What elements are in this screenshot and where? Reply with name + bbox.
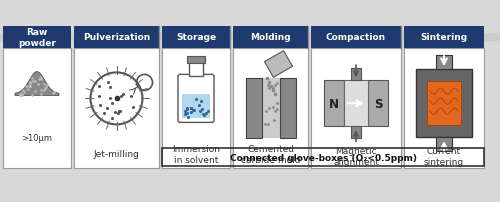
Bar — [404, 27, 484, 49]
Bar — [436, 56, 452, 70]
Bar — [74, 49, 159, 168]
Polygon shape — [264, 52, 292, 78]
Bar — [233, 49, 308, 168]
Bar — [246, 79, 262, 138]
Text: Pulverization: Pulverization — [83, 33, 150, 42]
FancyBboxPatch shape — [178, 75, 214, 123]
Polygon shape — [15, 72, 59, 96]
Text: Cemented
carbide mold: Cemented carbide mold — [241, 144, 300, 164]
Text: Magnetic
alignment: Magnetic alignment — [333, 146, 379, 166]
Bar — [351, 127, 361, 139]
Bar — [0, 34, 500, 42]
Bar — [324, 81, 344, 127]
Text: N: N — [329, 97, 339, 110]
Text: >10μm: >10μm — [22, 134, 52, 143]
Text: Sintering: Sintering — [420, 33, 468, 42]
Text: Immersion
in solvent: Immersion in solvent — [172, 144, 220, 164]
Bar — [262, 79, 280, 138]
Bar — [187, 57, 205, 64]
Bar — [436, 138, 452, 152]
Text: Jet-milling: Jet-milling — [94, 149, 140, 158]
Text: Raw
powder: Raw powder — [18, 28, 56, 47]
Text: Storage: Storage — [176, 33, 216, 42]
Bar — [162, 148, 484, 166]
Text: Current
sintering: Current sintering — [424, 146, 464, 166]
Bar — [162, 49, 230, 168]
Text: S: S — [374, 97, 382, 110]
Bar — [74, 27, 159, 49]
Bar — [162, 27, 230, 49]
Bar — [233, 27, 308, 49]
Bar — [427, 82, 461, 126]
Bar — [280, 79, 295, 138]
Text: Compaction: Compaction — [326, 33, 386, 42]
Bar — [3, 27, 71, 49]
Bar — [189, 63, 203, 77]
Bar — [182, 95, 210, 119]
Bar — [416, 70, 472, 138]
Bar — [368, 81, 388, 127]
Text: Molding: Molding — [250, 33, 291, 42]
Bar — [404, 49, 484, 168]
Text: Connected glove-boxes (O₂<0.5ppm): Connected glove-boxes (O₂<0.5ppm) — [230, 154, 416, 163]
Bar — [351, 69, 361, 81]
Bar — [344, 81, 368, 127]
Bar — [311, 49, 401, 168]
Bar — [3, 49, 71, 168]
Bar — [311, 27, 401, 49]
